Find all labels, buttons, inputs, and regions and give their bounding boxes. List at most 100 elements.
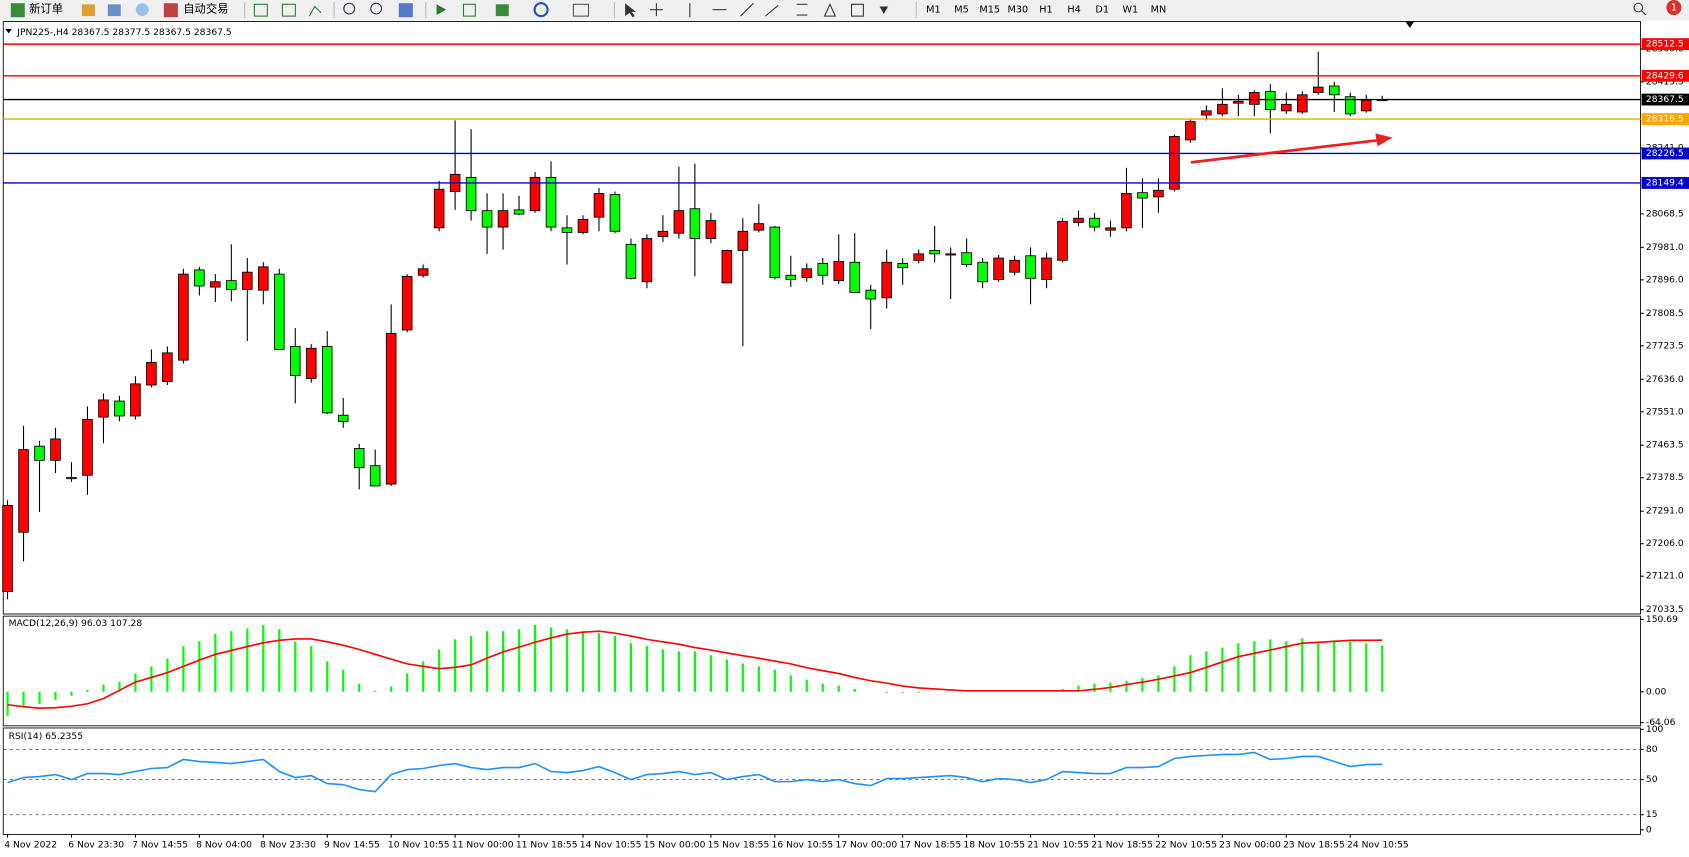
candle-body [1025, 255, 1036, 279]
timeframes: M1 M5 M15 M30 H1 H4 D1 W1 MN [926, 5, 1166, 16]
auto-trading-icon[interactable] [163, 3, 178, 18]
timeframe-button[interactable]: M15 [979, 5, 1000, 16]
timeframe-button[interactable]: H4 [1067, 5, 1080, 16]
candle-body [1169, 136, 1180, 190]
candle-body [817, 262, 829, 276]
candle-body [226, 280, 237, 290]
zoom-out-icon[interactable] [370, 2, 383, 15]
candle-body [657, 230, 669, 238]
candle-body [1137, 192, 1148, 199]
price-level-tag [1641, 38, 1689, 51]
template-icon[interactable] [572, 3, 590, 17]
timeframe-button[interactable]: M5 [954, 5, 969, 16]
candle-body [1201, 110, 1212, 116]
search-icon[interactable] [1641, 10, 1647, 16]
timeframe-button[interactable]: M30 [1007, 5, 1028, 16]
candle-body [385, 332, 397, 485]
candle-body [593, 193, 605, 218]
x-tick-label: 16 Nov 10:55 [772, 841, 834, 851]
y-tick-label: 0.00 [1646, 687, 1667, 697]
chart-header: JPN225-,H4 28367.5 28377.5 28367.5 28367… [16, 28, 232, 38]
candle-body [305, 347, 317, 379]
candle-body [114, 400, 125, 417]
candle-body [881, 261, 892, 299]
tile-icon[interactable] [398, 3, 413, 18]
x-tick-label: 23 Nov 18:55 [1283, 841, 1345, 851]
new-order-icon[interactable] [10, 3, 25, 18]
candle-body [497, 210, 509, 228]
candle-body [1313, 86, 1324, 93]
notification-badge[interactable] [1666, 0, 1682, 16]
candle-body [705, 220, 717, 239]
y-tick-label: -64.06 [1646, 718, 1676, 728]
candle-body [865, 289, 876, 300]
candle-body [1281, 103, 1292, 112]
icon[interactable] [81, 4, 95, 17]
candle-body [321, 345, 333, 414]
x-tick-label: 9 Nov 14:55 [324, 841, 380, 851]
candle-body [50, 438, 61, 461]
x-tick-label: 17 Nov 18:55 [899, 841, 961, 851]
trendline-icon[interactable] [740, 2, 754, 17]
bar-chart-icon[interactable] [253, 3, 268, 17]
candle-body [577, 219, 589, 233]
timeframe-button[interactable]: MN [1151, 5, 1167, 16]
candle-body [977, 261, 988, 283]
candle-body [210, 281, 221, 288]
candle-body [753, 223, 765, 231]
candle-body [353, 448, 365, 469]
x-tick-label: 6 Nov 23:30 [68, 841, 124, 851]
y-tick-label: 27378.5 [1646, 473, 1684, 483]
label-icon[interactable] [850, 3, 864, 17]
text-icon[interactable] [823, 3, 837, 17]
candle-body [721, 249, 733, 284]
y-tick-label: 150.69 [1646, 615, 1678, 625]
x-tick-label: 24 Nov 10:55 [1347, 841, 1409, 851]
price-level-label: 28149.4 [1646, 178, 1684, 188]
zoom-in-icon[interactable] [343, 2, 356, 15]
candle-body [993, 257, 1004, 280]
candle-body [609, 194, 621, 232]
auto-trading-button[interactable]: 自动交易 [183, 2, 228, 16]
candle-body [1153, 189, 1164, 198]
indicator-header: RSI(14) 65.2355 [9, 732, 84, 742]
candle-body [545, 176, 557, 228]
symbol-menu[interactable] [5, 29, 12, 34]
candle-body [162, 352, 173, 382]
candle-body [146, 362, 157, 386]
shift-marker [1405, 21, 1415, 28]
x-tick-label: 8 Nov 23:30 [260, 841, 316, 851]
shift-icon[interactable] [462, 3, 476, 17]
new-order-button[interactable]: 新订单 [29, 2, 63, 16]
timeframe-button[interactable]: D1 [1095, 5, 1109, 16]
rsi-line [7, 751, 1383, 793]
x-tick-label: 23 Nov 00:00 [1219, 841, 1281, 851]
x-tick-label: 8 Nov 04:00 [196, 841, 252, 851]
candle-body [641, 238, 653, 283]
cursor-icon[interactable] [625, 3, 636, 18]
candle-body [1089, 217, 1100, 228]
timeframe-button[interactable]: M1 [926, 5, 941, 16]
y-tick-label: 27896.0 [1646, 275, 1684, 285]
candle-body [913, 253, 924, 261]
icon[interactable] [135, 3, 149, 17]
scroll-icon[interactable] [436, 4, 447, 16]
period-icon[interactable] [533, 2, 549, 18]
icon[interactable] [107, 4, 121, 17]
y-tick-label: 28413.5 [1646, 77, 1684, 87]
search-icon[interactable] [1633, 2, 1644, 13]
channel-icon[interactable] [764, 4, 779, 17]
toolbar: 新订单 自动交易 M1 M5 M15 M30 H1 H4 D1 W1 MN [0, 0, 1689, 21]
y-tick-label: 27291.0 [1646, 507, 1684, 517]
y-tick-label: 27206.0 [1646, 539, 1684, 549]
indicator-icon[interactable] [495, 4, 509, 17]
candle-icon[interactable] [281, 3, 296, 17]
candle-body [689, 208, 701, 239]
y-tick-label: 0 [1646, 825, 1652, 835]
line-icon[interactable] [308, 5, 322, 17]
timeframe-button[interactable]: H1 [1039, 5, 1052, 16]
shapes-icon[interactable] [879, 6, 889, 14]
timeframe-button[interactable]: W1 [1122, 5, 1138, 16]
